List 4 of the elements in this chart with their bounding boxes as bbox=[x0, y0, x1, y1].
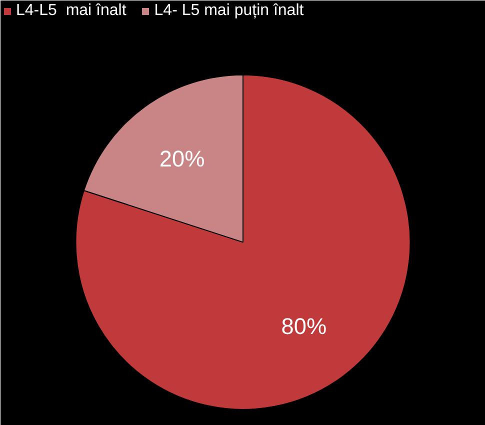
data-label: 80% bbox=[281, 312, 327, 339]
legend-label: L4- L5 mai puțin înalt bbox=[154, 2, 304, 20]
data-label: 20% bbox=[159, 146, 205, 172]
legend-label: L4-L5 mai înalt bbox=[16, 2, 126, 20]
